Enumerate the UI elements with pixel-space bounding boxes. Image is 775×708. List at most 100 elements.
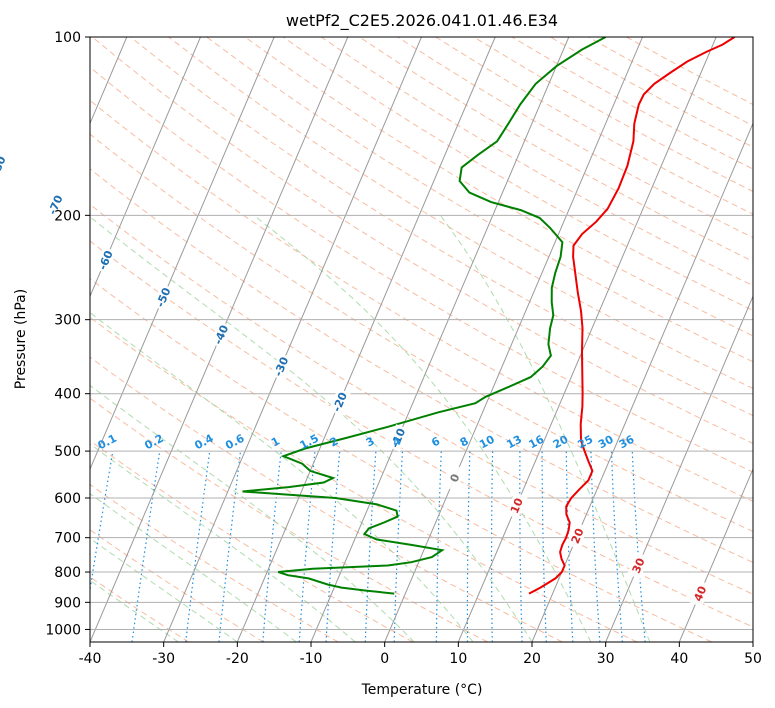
isotherm-line xyxy=(90,37,275,471)
moist-adiabat-line xyxy=(90,537,238,642)
mixing-ratio-line xyxy=(90,450,114,594)
isotherm-line xyxy=(310,37,570,642)
chart-title: wetPf2_C2E5.2026.041.01.46.E34 xyxy=(286,11,558,31)
y-tick-label: 800 xyxy=(54,565,81,581)
x-tick-label: -20 xyxy=(226,651,249,667)
y-tick-label: 1000 xyxy=(45,622,81,638)
mixing-ratio-line xyxy=(519,451,523,642)
isotherm-label-bg xyxy=(688,579,712,608)
mixing-ratio-label: 25 xyxy=(576,433,596,452)
mixing-ratio-label: 30 xyxy=(596,433,616,452)
isotherm-label: 40 xyxy=(691,584,709,603)
mixing-ratio-line xyxy=(325,451,341,642)
isotherm-label-bg xyxy=(386,424,410,452)
dry-adiabat-line xyxy=(90,203,753,595)
dry-adiabat-line xyxy=(130,37,753,417)
background-lines xyxy=(90,37,753,642)
mixing-ratio-label: 36 xyxy=(617,433,637,452)
isotherm-label-bg xyxy=(269,352,293,381)
dry-adiabat-line xyxy=(91,37,753,445)
mixing-ratio-line xyxy=(466,451,471,642)
mixing-ratio-label: 20 xyxy=(551,433,571,452)
dry-adiabat-line xyxy=(90,316,638,642)
y-tick-label: 600 xyxy=(54,491,81,507)
y-axis-ticks: 100 200 300 400 500 600 700 800 900 1000 xyxy=(45,30,90,638)
dry-adiabat-line xyxy=(90,99,753,502)
mixing-ratio-line xyxy=(262,451,282,642)
series-layer xyxy=(242,37,736,595)
dry-adiabat-line xyxy=(168,37,753,389)
dry-adiabat-line xyxy=(244,37,753,337)
x-tick-label: 50 xyxy=(744,651,762,667)
x-tick-label: -10 xyxy=(300,651,323,667)
isotherm-line xyxy=(90,37,201,298)
dewpoint-profile-line xyxy=(242,37,607,595)
mixing-ratio-line xyxy=(541,451,547,642)
isotherm-label: -80 xyxy=(0,154,9,178)
moist-adiabat-line xyxy=(90,579,179,642)
temperature-profile-line xyxy=(528,37,736,595)
mixing-ratio-line xyxy=(565,451,574,642)
dry-adiabat-line xyxy=(90,529,264,642)
mixing-ratio-line xyxy=(185,451,211,642)
x-axis-ticks: -40 -30 -20 -10 0 10 20 30 40 50 xyxy=(79,642,762,667)
isotherm-label-bg xyxy=(0,152,10,180)
isotherm-label: 10 xyxy=(508,496,526,515)
y-tick-label: 100 xyxy=(54,30,81,46)
dry-adiabat-line xyxy=(90,483,339,642)
mixing-ratio-line xyxy=(490,451,494,642)
isotherm-line xyxy=(457,37,717,642)
moist-adiabat-line xyxy=(90,493,297,642)
dry-adiabat-line xyxy=(282,37,753,312)
mixing-ratio-line xyxy=(298,451,316,642)
isotherm-label: 20 xyxy=(569,526,587,545)
mixing-ratio-line xyxy=(631,451,646,642)
mixing-ratio-line xyxy=(590,451,601,642)
isotherm-label-bg xyxy=(627,551,650,580)
mixing-ratio-label: 16 xyxy=(527,433,547,452)
y-tick-label: 300 xyxy=(54,313,81,329)
mixing-ratio-line xyxy=(435,451,442,642)
isotherm-label-bg xyxy=(209,320,233,349)
mixing-ratio-label: 13 xyxy=(504,433,524,452)
y-tick-label: 400 xyxy=(54,387,81,403)
isotherm-label-bg xyxy=(152,283,175,312)
y-axis-title: Pressure (hPa) xyxy=(13,289,29,389)
isotherm-line xyxy=(605,295,753,642)
isotherm-label: 30 xyxy=(630,556,648,575)
x-tick-label: 20 xyxy=(523,651,541,667)
isotherm-label-bg xyxy=(94,246,117,274)
mixing-ratio-line xyxy=(610,451,623,642)
x-axis-title: Temperature (°C) xyxy=(361,682,483,698)
moist-adiabat-line xyxy=(90,443,356,642)
y-tick-label: 200 xyxy=(54,208,81,224)
isotherm-line xyxy=(678,467,753,642)
isotherm-label-bg xyxy=(328,388,351,416)
mixing-ratio-label: 10 xyxy=(477,433,497,452)
isotherm-line xyxy=(163,37,422,642)
plot-frame xyxy=(89,36,754,643)
mixing-ratio-line xyxy=(364,451,377,642)
moist-adiabat-line xyxy=(90,216,533,642)
y-tick-label: 900 xyxy=(54,595,81,611)
isotherm-line xyxy=(384,37,643,642)
y-tick-label: 500 xyxy=(54,444,81,460)
isotherm-label-bg xyxy=(566,522,589,550)
isotherm-label-bg xyxy=(505,491,528,520)
y-tick-label: 700 xyxy=(54,531,81,547)
isotherm-label-bg xyxy=(44,191,67,219)
x-tick-label: -30 xyxy=(152,651,175,667)
dry-adiabat-line xyxy=(90,278,712,642)
moist-adiabat-line xyxy=(439,215,651,642)
x-tick-label: 40 xyxy=(670,651,688,667)
moist-adiabat-line xyxy=(90,384,415,642)
isotherm-line xyxy=(236,37,496,642)
mixing-ratio-line xyxy=(218,451,242,642)
isotherm-label-bg xyxy=(443,464,466,492)
dry-adiabat-line xyxy=(90,133,753,533)
x-tick-label: 10 xyxy=(449,651,467,667)
x-tick-label: -40 xyxy=(79,651,102,667)
x-tick-label: 0 xyxy=(380,651,389,667)
